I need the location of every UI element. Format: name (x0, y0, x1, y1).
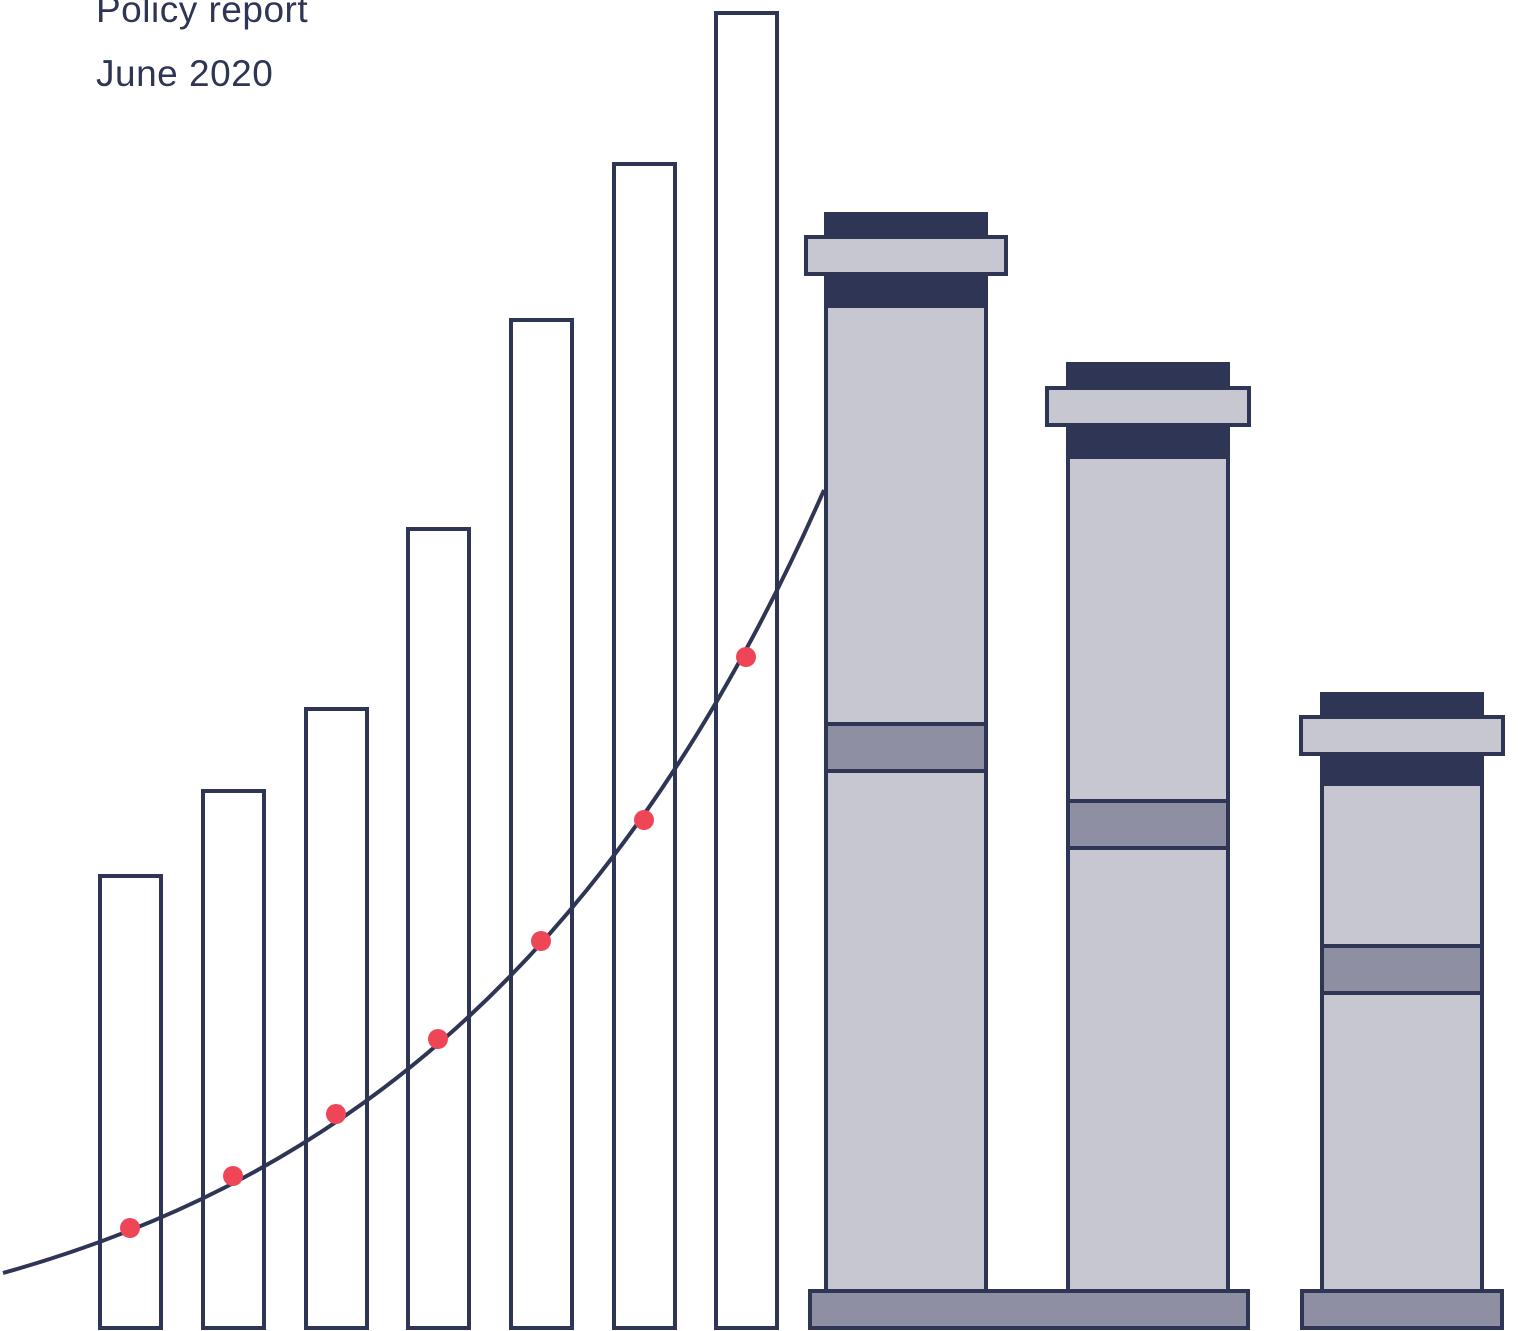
chimney-2-band (1066, 799, 1230, 850)
outline-bars-group (98, 11, 779, 1330)
curve-point-2 (223, 1166, 243, 1186)
outline-bar-4 (406, 527, 471, 1330)
curve-point-7 (736, 647, 756, 667)
chimney-2-cap-top (1066, 362, 1230, 390)
chimney-2-collar (1066, 425, 1230, 457)
curve-point-4 (428, 1029, 448, 1049)
outline-bar-1 (98, 874, 163, 1330)
outline-bar-7 (714, 11, 779, 1330)
report-header: Policy report June 2020 (96, 0, 308, 106)
chimney-3-band (1320, 944, 1484, 995)
report-date-label: June 2020 (96, 53, 274, 94)
chimney-3-cap-top (1320, 692, 1484, 719)
chimney-3-lip (1299, 715, 1505, 756)
curve-point-5 (531, 931, 551, 951)
curve-point-1 (120, 1218, 140, 1238)
growth-curve-group (2, 489, 826, 1275)
curve-point-3 (326, 1104, 346, 1124)
outline-bar-3 (304, 707, 369, 1330)
chimneys-group (804, 212, 1505, 1330)
chimney-1-shaft (824, 304, 988, 1293)
chimney-1-lip (804, 235, 1008, 276)
curve-point-6 (634, 810, 654, 830)
outline-bar-2 (201, 789, 266, 1330)
chimney-3-shaft (1320, 782, 1484, 1293)
chimney-1-band (824, 722, 988, 773)
chimney-3-collar (1320, 754, 1484, 784)
chimney-1-collar (824, 274, 988, 306)
chimney-base-left (808, 1289, 1250, 1330)
outline-bar-6 (612, 162, 677, 1330)
chimney-1-cap-top (824, 212, 988, 239)
chimney-base-right (1300, 1289, 1504, 1330)
outline-bar-5 (509, 318, 574, 1330)
report-type-label: Policy report (96, 0, 309, 30)
chimney-2-lip (1045, 386, 1251, 427)
chimney-2-shaft (1066, 455, 1230, 1293)
